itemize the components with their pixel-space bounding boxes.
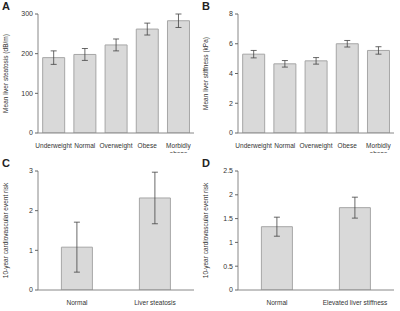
svg-text:6: 6 [229, 40, 233, 47]
svg-text:Mean liver steatosis (dB/m): Mean liver steatosis (dB/m) [8, 34, 10, 113]
svg-text:Normal: Normal [74, 142, 96, 149]
svg-text:3: 3 [29, 167, 33, 174]
svg-text:Underweight: Underweight [235, 142, 272, 150]
svg-text:2: 2 [229, 100, 233, 107]
svg-text:0: 0 [229, 286, 233, 293]
svg-text:2.5: 2.5 [223, 167, 233, 174]
svg-text:Mean liver stiffness (kPa): Mean liver stiffness (kPa) [202, 37, 210, 110]
svg-text:Underweight: Underweight [35, 142, 72, 150]
svg-text:1: 1 [229, 239, 233, 246]
svg-text:10-year cardiovascular event r: 10-year cardiovascular event risk [8, 182, 10, 278]
svg-text:4: 4 [229, 70, 233, 77]
svg-text:10-year cardiovascular event r: 10-year cardiovascular event risk [202, 182, 210, 278]
svg-text:0: 0 [29, 286, 33, 293]
svg-text:1: 1 [29, 247, 33, 254]
svg-text:Overweight: Overweight [300, 142, 333, 150]
html-text:C: C [2, 157, 10, 169]
svg-text:Normal: Normal [267, 299, 289, 306]
svg-text:8: 8 [229, 10, 233, 17]
svg-text:Normal: Normal [274, 142, 296, 149]
svg-text:0.5: 0.5 [223, 263, 233, 270]
svg-text:0: 0 [229, 129, 233, 136]
html-text:A: A [2, 0, 10, 12]
svg-text:1.5: 1.5 [223, 215, 233, 222]
svg-text:0: 0 [29, 129, 33, 136]
svg-text:300: 300 [21, 10, 33, 17]
svg-text:Elevated liver stiffness: Elevated liver stiffness [323, 299, 388, 306]
html-text:B: B [202, 0, 210, 12]
svg-text:200: 200 [21, 50, 33, 57]
svg-text:Overweight: Overweight [100, 142, 133, 150]
svg-text:Morbidlyobese: Morbidlyobese [166, 142, 191, 153]
svg-text:2: 2 [229, 191, 233, 198]
svg-text:Normal: Normal [67, 299, 89, 306]
svg-text:100: 100 [21, 90, 33, 97]
svg-text:Obese: Obese [138, 142, 158, 149]
svg-text:Obese: Obese [338, 142, 358, 149]
svg-text:Morbidlyobese: Morbidlyobese [366, 142, 391, 153]
svg-text:Liver steatosis: Liver steatosis [134, 299, 176, 306]
html-text:D: D [202, 157, 210, 169]
svg-text:2: 2 [29, 207, 33, 214]
